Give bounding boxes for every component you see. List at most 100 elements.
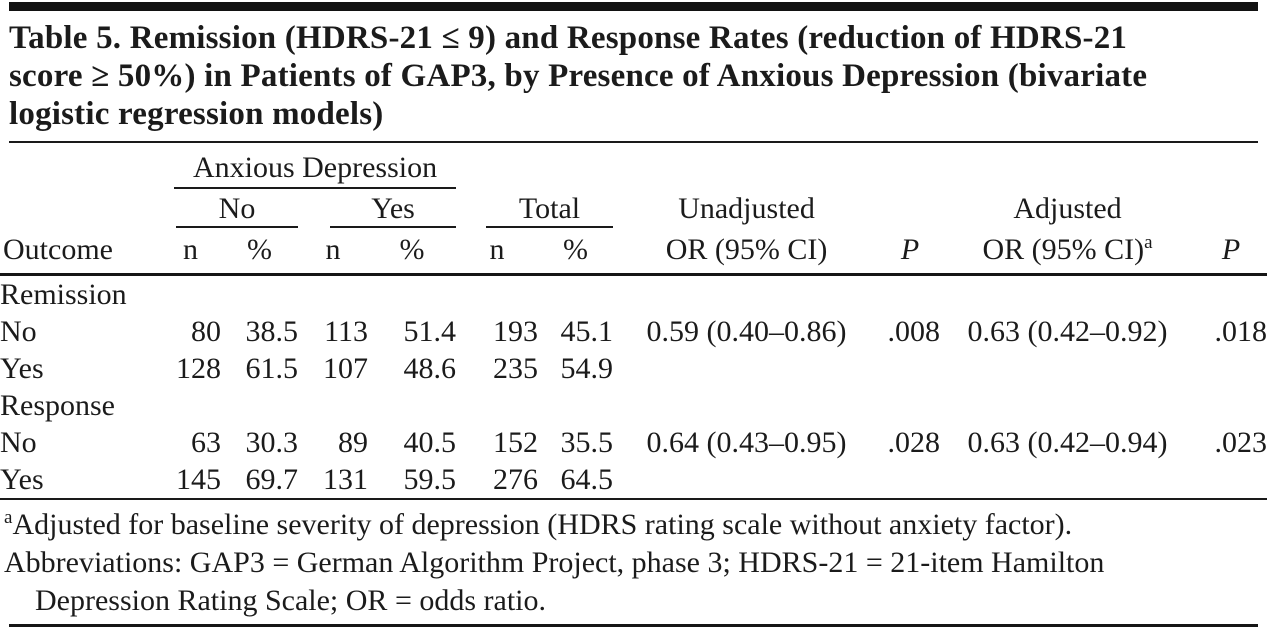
row-remission-yes: Yes 128 61.5 107 48.6 235 54.9 xyxy=(0,350,1267,387)
group-no-label: No xyxy=(176,194,298,228)
cell-total-n: 276 xyxy=(456,461,539,500)
cell-unadjusted-p xyxy=(880,350,940,387)
header-group-yes: Yes xyxy=(298,189,457,228)
cell-yes-pct: 59.5 xyxy=(368,461,457,500)
adjusted-or-text: OR (95% CI) xyxy=(982,233,1145,266)
cell-total-pct: 54.9 xyxy=(560,352,614,385)
header-total-n: n xyxy=(456,228,539,276)
cell-no-pct: 69.7 xyxy=(221,461,298,500)
row-label: No xyxy=(0,315,37,348)
header-spacer xyxy=(456,143,613,189)
cell-unadjusted-or xyxy=(613,461,881,500)
cell-no-n: 145 xyxy=(160,461,221,500)
header-spacer xyxy=(613,143,880,189)
cell-unadjusted-or: 0.64 (0.43–0.95) xyxy=(646,426,847,459)
cell-no-pct: 38.5 xyxy=(245,315,299,348)
cell-no-pct: 61.5 xyxy=(245,352,299,385)
cell-unadjusted-p: .008 xyxy=(887,315,941,348)
header-unadjusted-line1: Unadjusted xyxy=(678,192,815,225)
header-outcome: Outcome xyxy=(0,228,160,276)
cell-adjusted-p: .023 xyxy=(1214,426,1267,459)
group-total-label: Total xyxy=(486,194,614,228)
cell-unadjusted-or xyxy=(613,350,880,387)
header-spacer xyxy=(0,143,160,189)
header-spacer xyxy=(1195,189,1267,228)
cell-adjusted-p xyxy=(1195,461,1267,500)
row-response-yes: Yes 145 69.7 131 59.5 276 64.5 xyxy=(0,461,1267,500)
footnote-a: aAdjusted for baseline severity of depre… xyxy=(4,506,1258,544)
title-line-2: score ≥ 50%) in Patients of GAP3, by Pre… xyxy=(9,58,1148,94)
adjusted-or-superscript: a xyxy=(1144,232,1153,253)
cell-total-pct: 64.5 xyxy=(538,461,614,500)
cell-unadjusted-p: .028 xyxy=(887,426,941,459)
header-no-n: n xyxy=(160,228,221,276)
header-spacer xyxy=(0,189,160,228)
cell-total-n: 193 xyxy=(493,315,539,348)
results-table: Anxious Depression No Yes Total Unadjust… xyxy=(0,143,1267,500)
top-rule-bar xyxy=(9,2,1258,11)
cell-no-n: 63 xyxy=(191,426,221,459)
header-yes-n: n xyxy=(298,228,368,276)
header-spacer xyxy=(940,143,1195,189)
header-spacer xyxy=(880,143,940,189)
title-line-3: logistic regression models) xyxy=(9,96,384,132)
header-group-no: No xyxy=(160,189,298,228)
cell-adjusted-p: .018 xyxy=(1214,315,1267,348)
cell-adjusted-or: 0.63 (0.42–0.92) xyxy=(967,315,1168,348)
cell-yes-pct: 48.6 xyxy=(403,352,457,385)
cell-adjusted-or xyxy=(940,461,1196,500)
footnote-abbreviations-line2: Depression Rating Scale; OR = odds ratio… xyxy=(35,584,547,617)
title-line-1: Table 5. Remission (HDRS-21 ≤ 9) and Res… xyxy=(9,20,1128,56)
cell-yes-pct: 51.4 xyxy=(403,315,457,348)
cell-no-pct: 30.3 xyxy=(245,426,299,459)
cell-total-pct: 35.5 xyxy=(560,426,614,459)
cell-unadjusted-or: 0.59 (0.40–0.86) xyxy=(646,315,847,348)
header-adjusted-line1: Adjusted xyxy=(1013,192,1122,225)
cell-total-pct: 45.1 xyxy=(560,315,614,348)
cell-yes-n: 89 xyxy=(338,426,368,459)
bottom-rule-bar xyxy=(9,624,1258,627)
table-title: Table 5. Remission (HDRS-21 ≤ 9) and Res… xyxy=(0,11,1267,133)
cell-total-n: 235 xyxy=(493,352,539,385)
header-spacer xyxy=(1195,143,1267,189)
section-label-remission: Remission xyxy=(0,278,127,311)
header-row-columns: Outcome n % n % n % OR (95% CI) P OR (95… xyxy=(0,228,1267,276)
row-label: Yes xyxy=(0,352,44,385)
header-anxious-depression-group: Anxious Depression xyxy=(160,143,457,189)
header-adjusted-or: OR (95% CI)a xyxy=(940,228,1196,276)
cell-yes-pct: 40.5 xyxy=(403,426,457,459)
row-label: No xyxy=(0,426,37,459)
title-divider-rule xyxy=(9,141,1258,143)
row-label: Yes xyxy=(0,461,160,500)
footnotes: aAdjusted for baseline severity of depre… xyxy=(0,500,1267,624)
cell-adjusted-or xyxy=(940,350,1195,387)
header-unadjusted-p: P xyxy=(880,228,941,276)
cell-adjusted-or: 0.63 (0.42–0.94) xyxy=(967,426,1168,459)
cell-total-n: 152 xyxy=(493,426,539,459)
section-label-response: Response xyxy=(0,389,115,422)
section-row-response: Response xyxy=(0,387,1267,424)
anxious-depression-label: Anxious Depression xyxy=(174,152,457,189)
row-response-no: No 63 30.3 89 40.5 152 35.5 0.64 (0.43–0… xyxy=(0,424,1267,461)
group-yes-label: Yes xyxy=(330,194,457,228)
header-no-pct: % xyxy=(221,228,298,276)
header-unadjusted-or: OR (95% CI) xyxy=(613,228,881,276)
row-remission-no: No 80 38.5 113 51.4 193 45.1 0.59 (0.40–… xyxy=(0,313,1267,350)
header-spacer xyxy=(880,189,940,228)
header-total-pct: % xyxy=(538,228,614,276)
cell-no-n: 128 xyxy=(176,352,221,385)
footnote-a-text: Adjusted for baseline severity of depres… xyxy=(12,508,1073,541)
footnote-a-superscript: a xyxy=(4,507,13,528)
cell-unadjusted-p xyxy=(880,461,941,500)
footnote-abbreviations-line1: Abbreviations: GAP3 = German Algorithm P… xyxy=(4,546,1105,579)
header-yes-pct: % xyxy=(368,228,457,276)
cell-yes-n: 107 xyxy=(323,352,368,385)
section-row-remission: Remission xyxy=(0,275,1267,314)
cell-no-n: 80 xyxy=(191,315,221,348)
header-row-subgroups: No Yes Total Unadjusted Adjusted xyxy=(0,189,1267,228)
cell-adjusted-p xyxy=(1195,350,1267,387)
header-adjusted-p: P xyxy=(1195,228,1267,276)
header-group-total: Total xyxy=(456,189,614,228)
header-row-group-title: Anxious Depression xyxy=(0,143,1267,189)
